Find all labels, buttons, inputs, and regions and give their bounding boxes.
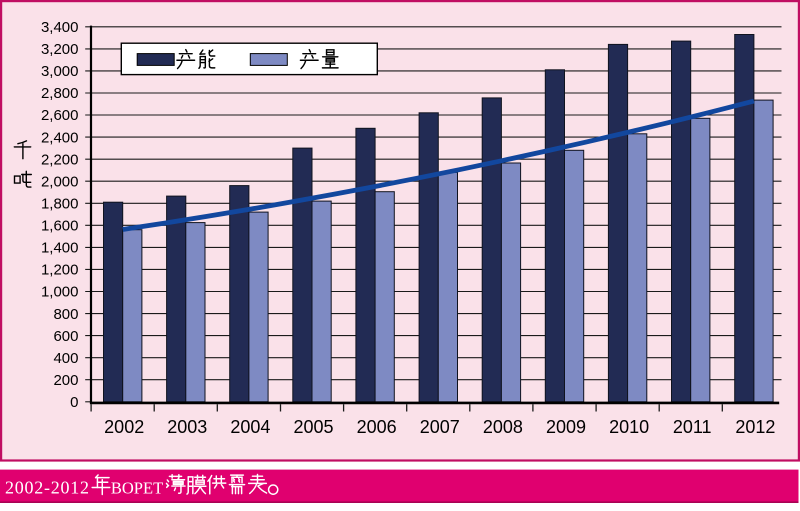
svg-text:2009: 2009 bbox=[546, 417, 586, 437]
svg-text:2002-2012: 2002-2012 bbox=[5, 477, 90, 497]
svg-text:3,400: 3,400 bbox=[41, 19, 79, 36]
svg-text:800: 800 bbox=[53, 306, 78, 323]
svg-text:2,600: 2,600 bbox=[41, 107, 79, 124]
svg-text:1,000: 1,000 bbox=[41, 284, 79, 301]
svg-text:0: 0 bbox=[70, 394, 78, 411]
svg-text:1,200: 1,200 bbox=[41, 262, 79, 279]
svg-text:2,200: 2,200 bbox=[41, 151, 79, 168]
svg-text:3,200: 3,200 bbox=[41, 41, 79, 58]
svg-text:2004: 2004 bbox=[230, 417, 270, 437]
svg-text:2012: 2012 bbox=[735, 417, 775, 437]
svg-text:1,800: 1,800 bbox=[41, 196, 79, 213]
svg-text:3,000: 3,000 bbox=[41, 63, 79, 80]
svg-text:2,400: 2,400 bbox=[41, 129, 79, 146]
svg-text:200: 200 bbox=[53, 372, 78, 389]
svg-text:2,000: 2,000 bbox=[41, 173, 79, 190]
svg-text:600: 600 bbox=[53, 328, 78, 345]
svg-text:2011: 2011 bbox=[673, 417, 712, 437]
svg-text:2006: 2006 bbox=[357, 417, 397, 437]
svg-text:2010: 2010 bbox=[609, 417, 649, 437]
svg-text:1,400: 1,400 bbox=[41, 240, 79, 257]
svg-text:2002: 2002 bbox=[104, 417, 144, 437]
svg-text:400: 400 bbox=[53, 350, 78, 367]
svg-text:1,600: 1,600 bbox=[41, 218, 79, 235]
svg-text:2003: 2003 bbox=[167, 417, 207, 437]
svg-text:BOPET: BOPET bbox=[111, 478, 163, 497]
svg-text:2008: 2008 bbox=[483, 417, 523, 437]
svg-text:2,800: 2,800 bbox=[41, 85, 79, 102]
svg-text:2005: 2005 bbox=[293, 417, 333, 437]
svg-text:2007: 2007 bbox=[420, 417, 460, 437]
